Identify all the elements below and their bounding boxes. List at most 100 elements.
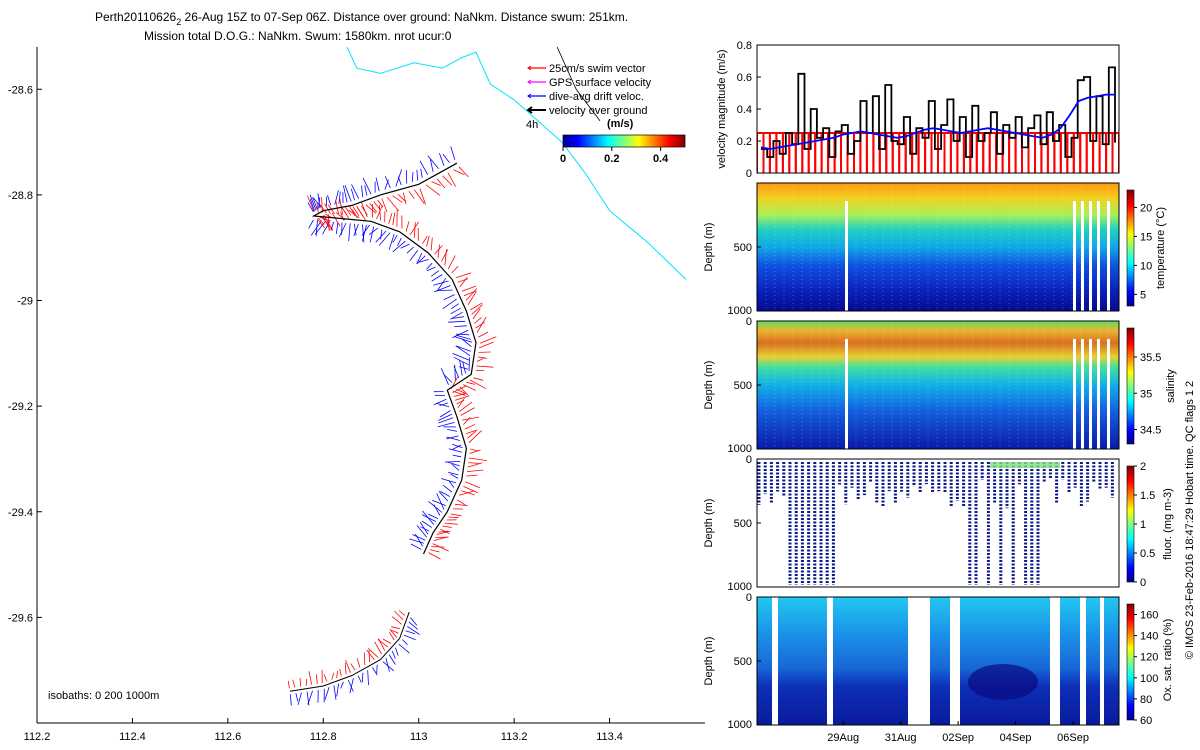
drift-vector xyxy=(428,513,439,519)
drift-vector xyxy=(448,480,455,488)
speed-colorbar-tick-label: 0.2 xyxy=(604,153,619,165)
drift-vector xyxy=(459,359,463,376)
swim-vector xyxy=(345,659,351,673)
drift-vector xyxy=(416,253,423,265)
oxygen-cbar-tick-label: 60 xyxy=(1140,715,1152,727)
drift-vector xyxy=(343,185,348,203)
drift-vector xyxy=(454,325,467,327)
legend-ground-label: velocity over ground xyxy=(549,105,647,117)
velocity-y-tick-label: 0 xyxy=(746,168,752,180)
temperature-data-gap xyxy=(1089,201,1092,311)
map-x-tick-label: 113.2 xyxy=(501,731,528,743)
drift-vector xyxy=(334,190,339,205)
legend-drift-arrowhead xyxy=(527,93,532,99)
map-ticks: 112.2 112.4 112.6 112.8 113 113.2 113.4 -28.6 -2… xyxy=(8,84,623,743)
swim-vector xyxy=(389,628,398,638)
oxygen-ylabel: Depth (m) xyxy=(703,637,715,686)
drift-vector xyxy=(398,643,410,654)
swim-vector xyxy=(477,357,485,362)
drift-vector xyxy=(439,402,448,406)
swim-vector xyxy=(388,213,393,224)
temperature-field xyxy=(757,183,1119,311)
drift-vector xyxy=(433,280,449,286)
swim-vector xyxy=(308,671,313,685)
map-x-tick-label: 112.8 xyxy=(310,731,337,743)
drift-vector xyxy=(307,690,313,705)
swim-vector xyxy=(392,212,396,226)
swim-vector xyxy=(444,522,458,525)
swim-vector xyxy=(437,244,440,258)
swim-vector xyxy=(453,393,465,397)
fluorescence-y-tick-label: 500 xyxy=(734,518,752,530)
drift-vector xyxy=(438,417,454,424)
swim-vector xyxy=(431,546,445,548)
drift-vector xyxy=(295,693,299,702)
oxygen-y-tick-label: 0 xyxy=(746,592,752,604)
drift-vector xyxy=(440,367,449,385)
fluorescence-cbar-tick-label: 1 xyxy=(1140,519,1146,531)
swim-vector xyxy=(436,178,446,189)
drift-vector xyxy=(318,197,321,209)
drift-vector xyxy=(430,270,440,277)
swim-vector xyxy=(429,549,440,553)
drift-vector xyxy=(446,435,459,440)
swim-vector xyxy=(345,206,352,216)
fluorescence-ylabel: Depth (m) xyxy=(703,499,715,548)
swim-vector xyxy=(433,536,448,541)
swim-vector xyxy=(413,189,425,204)
swim-vector xyxy=(426,235,430,247)
swim-vector xyxy=(369,202,378,213)
drift-vector xyxy=(348,223,351,242)
swim-vector xyxy=(323,674,328,682)
map-x-tick-label: 112.2 xyxy=(24,731,51,743)
drift-vector xyxy=(409,538,425,544)
speed-colorbar-label: (m/s) xyxy=(607,118,634,130)
time-x-tick-label: 29Aug xyxy=(827,732,859,744)
drift-vector xyxy=(350,188,355,201)
drift-vector xyxy=(461,338,472,348)
swim-vector xyxy=(468,430,482,443)
drift-vector xyxy=(391,650,396,659)
swim-vector xyxy=(376,205,383,220)
drift-vector xyxy=(427,155,439,169)
swim-vector xyxy=(374,641,382,655)
swim-vector xyxy=(379,204,381,221)
drift-vector xyxy=(347,679,354,692)
drift-vector xyxy=(375,177,380,192)
isobaths-label: isobaths: 0 200 1000m xyxy=(48,690,159,702)
oxygen-data-gap xyxy=(908,597,930,725)
drift-vector xyxy=(436,278,447,292)
legend-gps-arrowhead xyxy=(527,79,532,85)
drift-vector xyxy=(392,234,398,243)
drift-vector xyxy=(448,471,459,476)
drift-vector xyxy=(450,473,459,479)
drift-vector xyxy=(433,398,447,406)
drift-vector xyxy=(369,226,375,243)
temperature-data-gap xyxy=(845,201,848,311)
fluorescence-cbar-tick-label: 0 xyxy=(1140,577,1146,589)
speed-colorbar-tick-label: 0.4 xyxy=(653,153,669,165)
swim-vector xyxy=(365,204,377,214)
swim-vector xyxy=(339,668,342,677)
swim-vector xyxy=(409,221,419,235)
drift-vector xyxy=(451,463,460,471)
drift-vector xyxy=(361,224,370,236)
drift-vector xyxy=(308,219,314,229)
drift-vector xyxy=(419,259,429,263)
swim-vector xyxy=(348,205,356,216)
drift-vector xyxy=(349,678,354,694)
legend-ground-arrowhead xyxy=(526,106,533,114)
swim-vector xyxy=(316,674,318,684)
swim-vector xyxy=(450,513,462,517)
drift-vector xyxy=(335,222,339,235)
drift-vector xyxy=(314,220,326,235)
map-marks xyxy=(287,47,687,706)
drift-vector xyxy=(410,617,418,626)
drift-vector xyxy=(414,533,423,547)
swim-vector xyxy=(319,204,327,214)
swim-vector xyxy=(356,205,364,217)
swim-vector xyxy=(434,245,443,255)
drift-vector xyxy=(439,153,445,166)
swim-vector xyxy=(460,407,475,416)
